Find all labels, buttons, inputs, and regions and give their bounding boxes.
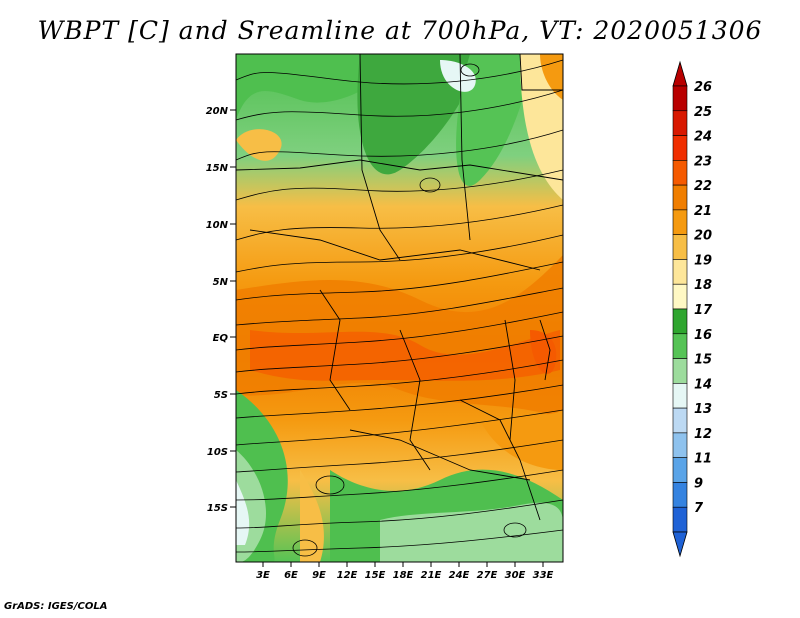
colorbar-label: 26 — [694, 80, 712, 95]
map-title: WBPT [C] and Sreamline at 700hPa, VT: 20… — [37, 16, 763, 45]
lon-label: 18E — [393, 570, 414, 581]
colorbar-segment — [672, 135, 688, 161]
credit-text: GrADS: IGES/COLA — [4, 601, 108, 612]
country-borders — [235, 53, 564, 521]
colorbar-segment — [672, 407, 688, 434]
colorbar-segment — [672, 482, 688, 508]
lat-label: 20N — [206, 106, 229, 117]
colorbar-label: 23 — [694, 154, 712, 169]
lat-axis: 20N 15N 10N 5N EQ 5S 10S 15S — [206, 106, 236, 514]
lon-label: 21E — [421, 570, 442, 581]
colorbar-bottom-arrow — [672, 531, 688, 558]
colorbar: 26 25 24 23 22 21 20 19 18 17 16 15 14 13 12 11 9 7 — [672, 60, 713, 558]
colorbar-label: 24 — [694, 130, 712, 145]
colorbar-label: 13 — [694, 402, 712, 417]
colorbar-label: 17 — [694, 303, 713, 318]
colorbar-label: 19 — [694, 253, 712, 268]
colorbar-label: 9 — [694, 476, 703, 491]
colorbar-segment — [672, 209, 688, 235]
colorbar-segment — [672, 184, 688, 211]
lon-label: 33E — [533, 570, 554, 581]
lat-label: 15S — [207, 503, 228, 514]
lat-label: 10S — [207, 447, 228, 458]
colorbar-segment — [672, 110, 688, 136]
colorbar-segment — [672, 308, 688, 335]
colorbar-label: 18 — [694, 278, 712, 293]
colorbar-segment — [672, 160, 688, 186]
map-panel — [236, 54, 564, 563]
colorbar-segment — [672, 457, 688, 483]
colorbar-label: 7 — [694, 501, 704, 516]
colorbar-label: 25 — [694, 105, 712, 120]
lat-label: 5N — [213, 277, 229, 288]
colorbar-segment — [672, 383, 688, 409]
colorbar-label: 11 — [694, 452, 712, 467]
streamlines — [235, 59, 564, 557]
lon-label: 15E — [365, 570, 386, 581]
colorbar-segment — [672, 234, 688, 260]
lat-label: 15N — [206, 163, 229, 174]
colorbar-segment — [672, 259, 688, 285]
lon-label: 30E — [505, 570, 526, 581]
colorbar-top-arrow — [672, 60, 688, 87]
colorbar-label: 21 — [694, 204, 712, 219]
lat-label: EQ — [213, 333, 229, 344]
lat-label: 5S — [214, 390, 228, 401]
colorbar-label: 16 — [694, 328, 712, 343]
colorbar-label: 22 — [694, 179, 712, 194]
lon-label: 12E — [337, 570, 358, 581]
lon-label: 6E — [284, 570, 298, 581]
colorbar-segment — [672, 283, 688, 310]
map-frame — [235, 53, 564, 563]
lon-label: 24E — [449, 570, 470, 581]
lon-label: 3E — [256, 570, 270, 581]
lon-label: 27E — [477, 570, 498, 581]
colorbar-segment — [672, 85, 688, 112]
colorbar-label: 14 — [694, 377, 712, 392]
colorbar-segment — [672, 333, 688, 359]
colorbar-label: 12 — [694, 427, 712, 442]
lon-label: 9E — [312, 570, 326, 581]
colorbar-segment — [672, 358, 688, 384]
colorbar-segment — [672, 432, 688, 458]
lat-label: 10N — [206, 220, 229, 231]
colorbar-label: 15 — [694, 353, 712, 368]
colorbar-segment — [672, 506, 688, 533]
colorbar-label: 20 — [694, 229, 712, 244]
lon-axis: 3E 6E 9E 12E 15E 18E 21E 24E 27E 30E 33E — [256, 562, 554, 581]
